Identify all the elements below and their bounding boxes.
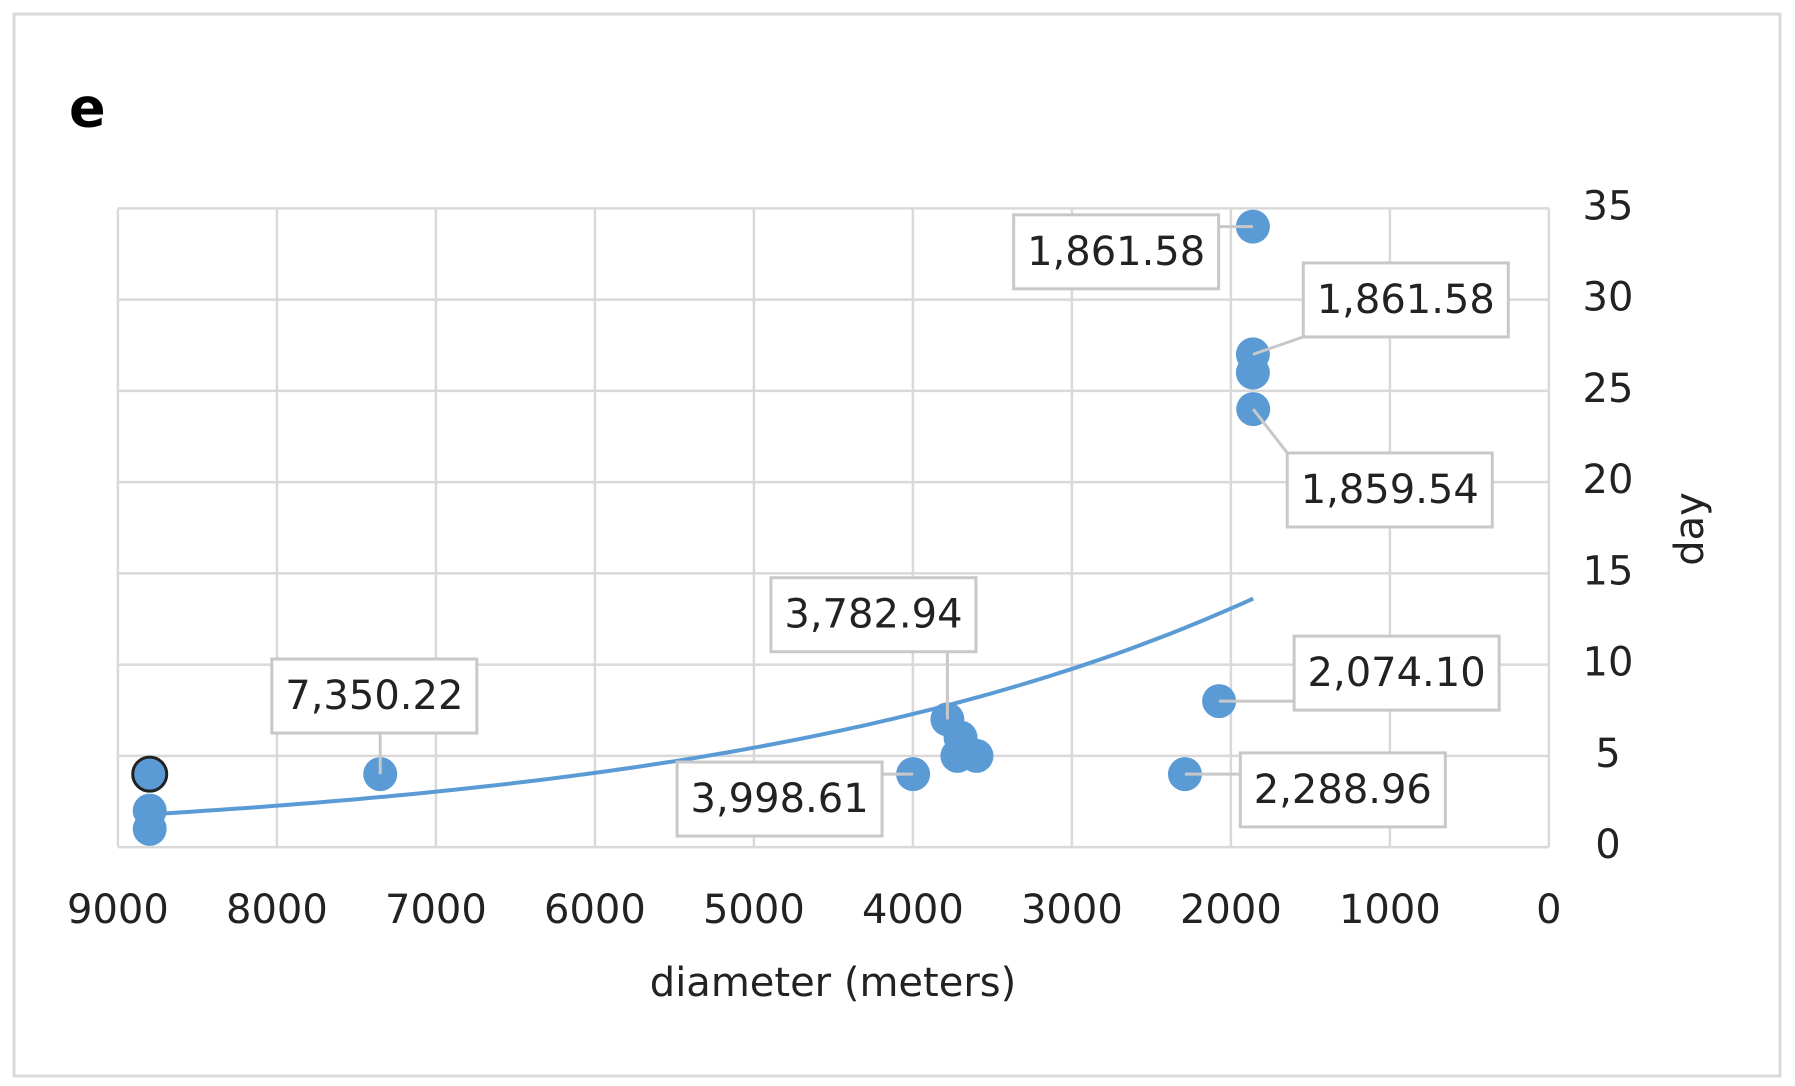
- y-tick-label: 5: [1595, 731, 1620, 777]
- x-tick-label: 5000: [703, 887, 805, 933]
- label-box: [769, 576, 978, 654]
- x-tick-label: 9000: [67, 887, 169, 933]
- trendline: [149, 596, 1255, 817]
- chart-frame: [12, 12, 1782, 1078]
- data-label: 3,782.94: [784, 592, 962, 638]
- data-label: 2,288.96: [1254, 767, 1432, 813]
- y-axis-title: day: [1667, 492, 1713, 566]
- point: [132, 811, 167, 846]
- data-label: 1,859.54: [1301, 467, 1479, 513]
- x-tick-label: 0: [1536, 887, 1561, 933]
- data-label: 2,074.10: [1308, 650, 1486, 696]
- data-label: 7,350.22: [285, 673, 463, 719]
- y-tick-label: 20: [1583, 457, 1634, 503]
- label-box: [1238, 751, 1447, 829]
- point: [1235, 355, 1270, 390]
- y-tick-label: 0: [1595, 822, 1620, 868]
- point: [131, 755, 169, 793]
- chart-title: e: [69, 77, 106, 140]
- y-tick-label: 10: [1583, 640, 1634, 686]
- data-label: 1,861.58: [1317, 277, 1495, 323]
- y-tick-label: 15: [1583, 548, 1634, 594]
- y-tick-label: 30: [1583, 275, 1634, 321]
- label-box: [1285, 451, 1494, 529]
- label-box: [675, 760, 884, 838]
- label-box: [1012, 213, 1221, 291]
- x-tick-label: 7000: [385, 887, 487, 933]
- label-box: [1292, 634, 1501, 712]
- x-tick-label: 3000: [1021, 887, 1123, 933]
- x-axis-title: diameter (meters): [650, 960, 1016, 1006]
- data-label: 1,861.58: [1027, 229, 1205, 275]
- x-tick-label: 2000: [1180, 887, 1282, 933]
- callout-line: [1252, 408, 1289, 454]
- label-box: [1301, 261, 1510, 339]
- callout-line: [1252, 335, 1304, 356]
- y-tick-label: 25: [1583, 366, 1634, 412]
- data-label: 3,998.61: [691, 776, 869, 822]
- x-tick-label: 1000: [1339, 887, 1441, 933]
- x-tick-label: 4000: [862, 887, 964, 933]
- y-tick-label: 35: [1583, 183, 1634, 229]
- label-box: [270, 657, 479, 735]
- point: [959, 738, 994, 773]
- x-tick-label: 8000: [226, 887, 328, 933]
- x-tick-label: 6000: [544, 887, 646, 933]
